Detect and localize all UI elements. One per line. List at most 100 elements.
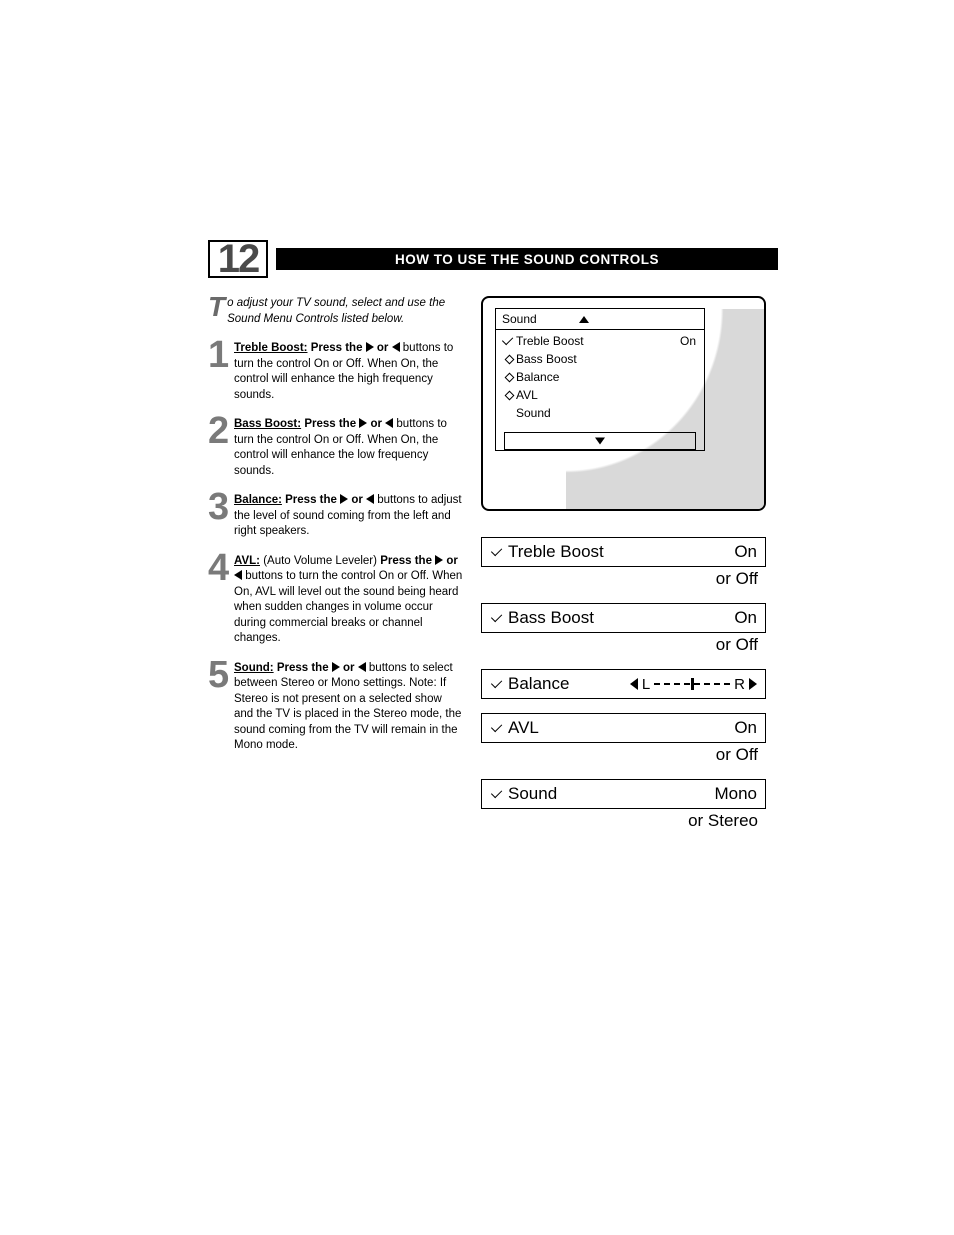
- manual-page: 12 HOW TO USE THE SOUND CONTROLS To adju…: [208, 240, 778, 845]
- diamond-icon: [504, 390, 514, 400]
- detail-box: AVL On: [481, 713, 766, 743]
- balance-track: [654, 683, 730, 685]
- osd-row-bass: Bass Boost: [502, 350, 698, 368]
- step-2: 2 Bass Boost: Press the or buttons to tu…: [208, 417, 463, 479]
- detail-value: Mono: [714, 784, 757, 804]
- page-title: HOW TO USE THE SOUND CONTROLS: [276, 248, 778, 270]
- left-arrow-icon: [630, 678, 638, 690]
- connector: or: [446, 555, 458, 567]
- detail-examples-list: Treble Boost On or Off Bass Boost On or …: [481, 537, 766, 831]
- step-mid: Press the: [380, 555, 432, 567]
- step-number: 4: [208, 554, 234, 647]
- instructions-column: To adjust your TV sound, select and use …: [208, 296, 463, 845]
- connector: or: [377, 342, 389, 354]
- intro-text: o adjust your TV sound, select and use t…: [227, 297, 445, 325]
- check-icon: [491, 677, 502, 688]
- chapter-number: 12: [218, 239, 259, 279]
- detail-treble: Treble Boost On or Off: [481, 537, 766, 589]
- step-5: 5 Sound: Press the or buttons to select …: [208, 661, 463, 754]
- osd-row-balance: Balance: [502, 368, 698, 386]
- detail-alt: or Off: [481, 743, 766, 765]
- osd-label: Treble Boost: [516, 334, 680, 348]
- step-lead: Press the: [311, 342, 363, 354]
- balance-thumb: [691, 678, 694, 690]
- diamond-icon: [504, 372, 514, 382]
- balance-right-label: R: [734, 676, 745, 693]
- step-number: 5: [208, 661, 234, 754]
- detail-avl: AVL On or Off: [481, 713, 766, 765]
- detail-value: On: [734, 608, 757, 628]
- osd-menu: Sound Treble Boost On Bass Boost: [495, 308, 705, 451]
- detail-alt: or Off: [481, 567, 766, 589]
- step-tail: buttons to select between Stereo or Mono…: [234, 662, 461, 752]
- up-arrow-icon: [579, 316, 589, 323]
- balance-slider: L R: [630, 676, 757, 693]
- check-icon: [491, 611, 502, 622]
- intro-dropcap: T: [208, 296, 225, 318]
- header-row: 12 HOW TO USE THE SOUND CONTROLS: [208, 240, 778, 278]
- step-1: 1 Treble Boost: Press the or buttons to …: [208, 341, 463, 403]
- check-icon: [502, 334, 513, 345]
- detail-value: On: [734, 718, 757, 738]
- right-arrow-icon: [435, 555, 443, 565]
- diamond-icon: [504, 354, 514, 364]
- left-arrow-icon: [358, 662, 366, 672]
- step-lead: (Auto Volume Leveler): [263, 555, 377, 567]
- detail-name: Balance: [508, 674, 630, 694]
- osd-label: Bass Boost: [516, 352, 698, 366]
- step-lead: Press the: [277, 662, 329, 674]
- connector: or: [371, 418, 383, 430]
- left-arrow-icon: [234, 570, 242, 580]
- left-arrow-icon: [366, 494, 374, 504]
- left-arrow-icon: [392, 342, 400, 352]
- connector: or: [351, 494, 363, 506]
- detail-name: Bass Boost: [508, 608, 734, 628]
- osd-value: On: [680, 334, 696, 348]
- right-arrow-icon: [359, 418, 367, 428]
- detail-alt: or Stereo: [481, 809, 766, 831]
- detail-value: On: [734, 542, 757, 562]
- step-body: Sound: Press the or buttons to select be…: [234, 661, 463, 754]
- step-3: 3 Balance: Press the or buttons to adjus…: [208, 493, 463, 540]
- osd-row-sound: Sound: [502, 404, 698, 422]
- intro-paragraph: To adjust your TV sound, select and use …: [208, 296, 463, 327]
- osd-label: Balance: [516, 370, 698, 384]
- step-body: Treble Boost: Press the or buttons to tu…: [234, 341, 463, 403]
- osd-rows: Treble Boost On Bass Boost Balance: [496, 330, 704, 428]
- osd-scroll-indicator: [504, 432, 696, 450]
- step-body: Balance: Press the or buttons to adjust …: [234, 493, 463, 540]
- osd-header: Sound: [496, 309, 704, 330]
- step-lead: Press the: [304, 418, 356, 430]
- step-term: Bass Boost:: [234, 418, 301, 430]
- connector: or: [343, 662, 355, 674]
- osd-title: Sound: [502, 312, 537, 326]
- detail-box: Balance L R: [481, 669, 766, 699]
- step-4: 4 AVL: (Auto Volume Leveler) Press the o…: [208, 554, 463, 647]
- step-term: Sound:: [234, 662, 274, 674]
- detail-box: Bass Boost On: [481, 603, 766, 633]
- right-arrow-icon: [749, 678, 757, 690]
- balance-left-label: L: [642, 676, 650, 693]
- detail-name: Treble Boost: [508, 542, 734, 562]
- step-term: Balance:: [234, 494, 282, 506]
- osd-row-treble: Treble Boost On: [502, 332, 698, 350]
- step-body: Bass Boost: Press the or buttons to turn…: [234, 417, 463, 479]
- detail-alt: or Off: [481, 633, 766, 655]
- illustration-column: Sound Treble Boost On Bass Boost: [481, 296, 778, 845]
- detail-box: Sound Mono: [481, 779, 766, 809]
- check-icon: [491, 787, 502, 798]
- step-body: AVL: (Auto Volume Leveler) Press the or …: [234, 554, 463, 647]
- detail-bass: Bass Boost On or Off: [481, 603, 766, 655]
- content-columns: To adjust your TV sound, select and use …: [208, 296, 778, 845]
- step-number: 1: [208, 341, 234, 403]
- step-lead: Press the: [285, 494, 337, 506]
- chapter-number-box: 12: [208, 240, 268, 278]
- detail-balance: Balance L R: [481, 669, 766, 699]
- detail-name: AVL: [508, 718, 734, 738]
- detail-box: Treble Boost On: [481, 537, 766, 567]
- step-term: Treble Boost:: [234, 342, 307, 354]
- detail-name: Sound: [508, 784, 714, 804]
- step-tail: buttons to turn the control On or Off. W…: [234, 570, 462, 644]
- right-arrow-icon: [332, 662, 340, 672]
- osd-row-avl: AVL: [502, 386, 698, 404]
